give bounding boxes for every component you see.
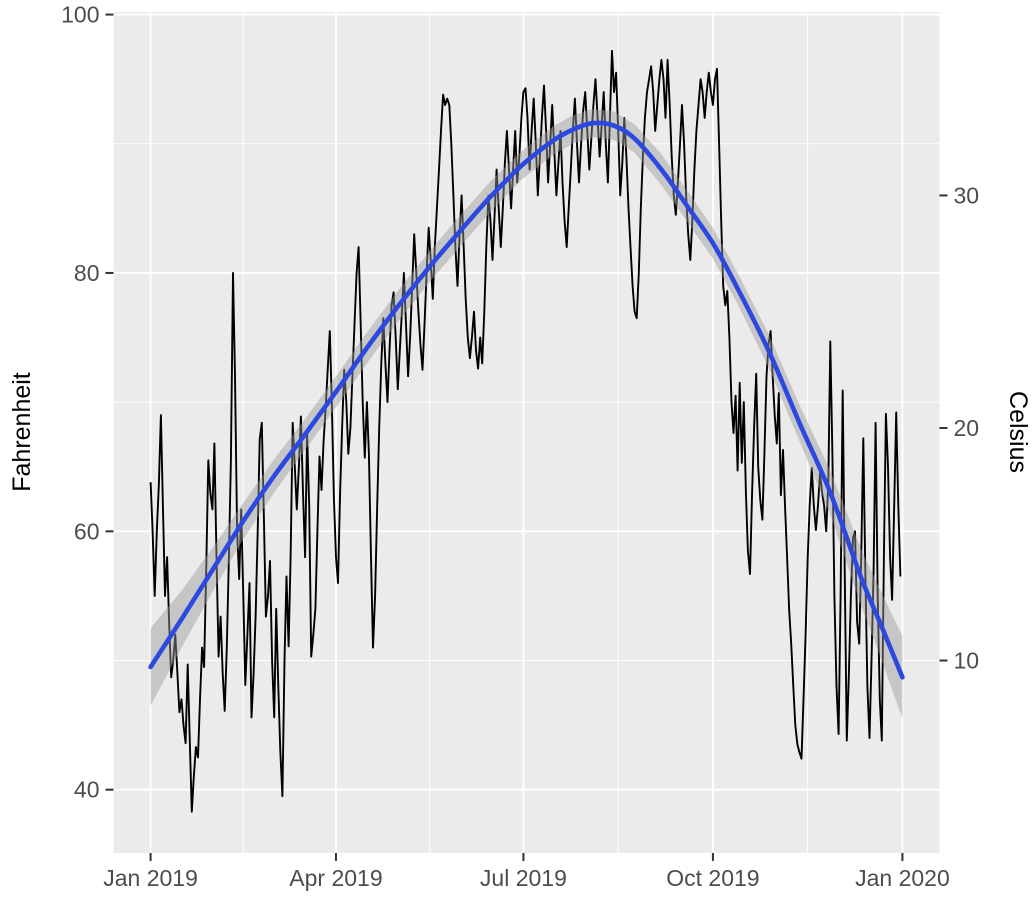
y-left-tick-label: 60 — [74, 518, 100, 544]
confidence-band — [150, 108, 903, 719]
x-tick-label: Apr 2019 — [289, 865, 382, 891]
major-gridlines — [113, 12, 940, 853]
y-left-tick-label: 40 — [74, 777, 100, 803]
y-right-tick-label: 10 — [954, 648, 980, 674]
plot-panel-background — [113, 12, 940, 853]
x-tick-label: Jul 2019 — [480, 865, 567, 891]
y-right-tick-label: 30 — [954, 182, 980, 208]
daily-temperature-line — [149, 49, 902, 813]
x-tick-label: Oct 2019 — [666, 865, 759, 891]
x-tick-label: Jan 2020 — [855, 865, 950, 891]
smooth-trend-line — [148, 120, 905, 680]
data-series — [148, 49, 905, 813]
y-right-tick-label: 20 — [954, 415, 980, 441]
y-left-tick-label: 80 — [74, 260, 100, 286]
y-axis-title-fahrenheit: Fahrenheit — [8, 372, 36, 492]
axis-tick-marks — [105, 13, 948, 861]
x-tick-label: Jan 2019 — [103, 865, 198, 891]
y-left-tick-label: 100 — [61, 2, 99, 28]
y-axis-title-celsius: Celsius — [1004, 391, 1032, 473]
axis-tick-labels: 40 60 80 100 10 20 30 Jan 2019 Apr 2019 Jul 2019 O… — [61, 2, 979, 891]
